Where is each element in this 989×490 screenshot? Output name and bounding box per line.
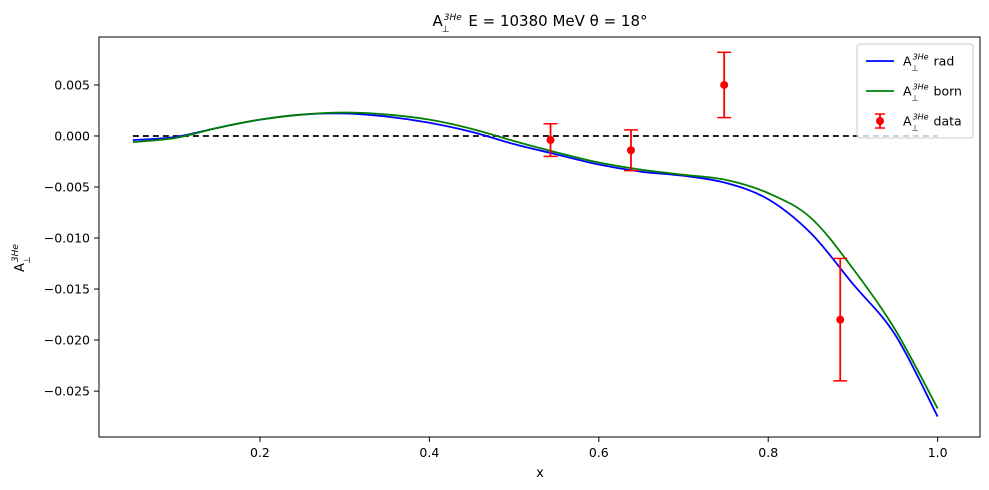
- chart-title-sub: ⊥: [442, 25, 450, 35]
- legend-entry-data: A3He ⊥ data: [875, 113, 962, 133]
- legend-swatch-marker: [876, 117, 884, 125]
- chart-title: A3He ⊥ E = 10380 MeV θ = 18°: [432, 12, 647, 35]
- data-point-data: [833, 257, 848, 382]
- x-tick-label: 0.4: [419, 445, 439, 460]
- axes-frame: [98, 36, 981, 438]
- y-tick-label: −0.015: [44, 282, 90, 297]
- legend: A3He ⊥ rad A3He ⊥ born A3He ⊥ data: [856, 43, 974, 139]
- y-axis-title-sub: ⊥: [23, 256, 33, 264]
- x-tick-label: 0.8: [758, 445, 778, 460]
- y-tick-label: −0.020: [44, 333, 90, 348]
- legend-entry-born: A3He ⊥ born: [866, 83, 962, 103]
- plot-area: [132, 51, 939, 418]
- y-axis-title: A3He ⊥: [11, 244, 33, 272]
- data-marker: [546, 136, 555, 145]
- x-tick-label: 1.0: [928, 445, 948, 460]
- data-point-data: [717, 51, 732, 119]
- x-tick-label: 0.2: [250, 445, 270, 460]
- chart-title-main: A: [432, 12, 443, 30]
- y-axis-title-group: A3He ⊥: [11, 244, 33, 272]
- y-axis-title-sup: 3He: [11, 244, 21, 262]
- data-marker: [836, 315, 845, 324]
- legend-label: A3He ⊥ rad: [903, 53, 954, 73]
- data-point-data: [623, 129, 638, 172]
- y-axis-title-main: A: [13, 263, 28, 272]
- x-tick-label: 0.6: [589, 445, 609, 460]
- data-marker: [720, 80, 729, 89]
- chart-title-rest: E = 10380 MeV θ = 18°: [464, 12, 648, 30]
- y-tick-label: −0.025: [44, 384, 90, 399]
- data-point-data: [543, 122, 558, 158]
- x-axis-title: x: [536, 466, 544, 481]
- data-marker: [626, 146, 635, 155]
- y-tick-label: −0.005: [44, 180, 90, 195]
- legend-entry-rad: A3He ⊥ rad: [866, 53, 954, 73]
- y-tick-label: 0.005: [54, 77, 90, 92]
- legend-frame: [856, 43, 974, 139]
- legend-label: A3He ⊥ data: [903, 113, 962, 133]
- legend-label: A3He ⊥ born: [903, 83, 962, 103]
- series-line-rad: [132, 112, 939, 418]
- axis-ticks: 0.2 0.4 0.6 0.8 1.0 0.005 0.000 −0.005 −0.010 −0.…: [44, 36, 981, 460]
- series-line-born: [132, 111, 939, 409]
- y-tick-label: 0.000: [54, 128, 90, 143]
- y-tick-label: −0.010: [44, 231, 90, 246]
- chart-title-sup: 3He: [444, 13, 462, 23]
